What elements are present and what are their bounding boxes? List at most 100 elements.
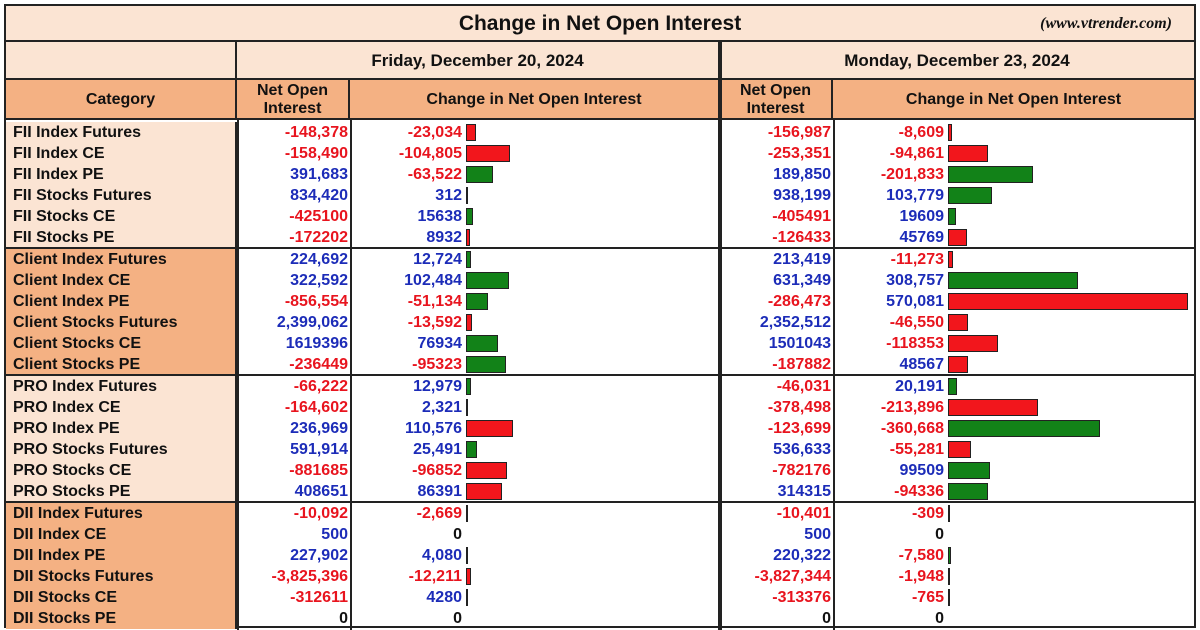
change-bar <box>948 293 1188 310</box>
category-label: FII Index Futures <box>6 122 237 143</box>
net-oi-value: -425100 <box>289 208 348 225</box>
change-bar <box>948 505 950 522</box>
table-row: Client Index Futures 224,692 12,724 213,419… <box>6 249 1194 270</box>
change-bar <box>948 229 968 246</box>
column-divider <box>833 120 835 630</box>
change-value: -23,034 <box>407 124 462 141</box>
change-value: -118353 <box>886 335 944 352</box>
table-row: PRO Stocks Futures 591,914 25,491 536,633 -5… <box>6 439 1194 460</box>
change-header-1: Change in Net Open Interest <box>350 80 720 120</box>
net-oi-value: 834,420 <box>290 187 348 204</box>
category-label: DII Stocks CE <box>6 587 237 608</box>
change-bar <box>948 568 950 585</box>
change-bar <box>466 208 473 225</box>
change-value: 76934 <box>417 335 463 352</box>
table-row: DII Stocks Futures -3,825,396 -12,211 -3,82… <box>6 566 1194 587</box>
net-oi-value: 213,419 <box>773 251 831 268</box>
net-oi-value: 0 <box>822 610 831 627</box>
net-oi-value: -3,825,396 <box>271 568 348 585</box>
change-value: -51,134 <box>407 293 462 310</box>
change-bar <box>948 335 998 352</box>
net-oi-value: -312611 <box>290 589 348 606</box>
change-bar <box>948 356 969 373</box>
table-row: DII Index PE 227,902 4,080 220,322 -7,580 <box>6 545 1194 566</box>
change-value: -46,550 <box>889 314 944 331</box>
table-row: Client Index PE -856,554 -51,134 -286,473 57… <box>6 291 1194 312</box>
net-oi-value: 322,592 <box>290 272 348 289</box>
change-bar <box>466 272 510 289</box>
net-oi-value: -46,031 <box>776 378 831 395</box>
net-oi-value: 314315 <box>777 483 831 500</box>
category-label: FII Index CE <box>6 143 237 164</box>
change-value: -94336 <box>894 483 944 500</box>
net-oi-header-1: Net Open Interest <box>237 80 350 120</box>
net-oi-value: 1619396 <box>285 335 348 352</box>
category-label: Client Index PE <box>6 291 237 312</box>
change-value: 45769 <box>899 229 945 246</box>
change-value: 4,080 <box>421 547 462 564</box>
net-oi-value: -236449 <box>289 356 348 373</box>
net-oi-value: -405491 <box>772 208 831 225</box>
change-value: -55,281 <box>889 441 944 458</box>
change-bar <box>948 251 953 268</box>
net-oi-value: -158,490 <box>284 145 348 162</box>
change-value: -309 <box>911 505 944 522</box>
net-oi-value: 500 <box>804 526 831 543</box>
table-row: FII Stocks PE -172202 8932 -126433 45769 <box>6 227 1194 248</box>
change-bar <box>466 462 507 479</box>
net-oi-value: -253,351 <box>767 145 831 162</box>
change-value: 570,081 <box>886 293 944 310</box>
change-bar <box>466 229 470 246</box>
category-label: PRO Index Futures <box>6 376 237 397</box>
net-oi-value: 236,969 <box>290 420 348 437</box>
net-oi-value: -123,699 <box>767 420 831 437</box>
net-oi-value: -10,092 <box>293 505 348 522</box>
net-oi-value: -148,378 <box>284 124 348 141</box>
net-oi-value: -126433 <box>772 229 831 246</box>
net-oi-value: -313376 <box>772 589 831 606</box>
change-value: 20,191 <box>895 378 944 395</box>
change-bar <box>466 420 513 437</box>
change-bar <box>466 145 511 162</box>
net-oi-value: 2,399,062 <box>276 314 348 331</box>
change-bar <box>466 589 468 606</box>
table-row: FII Index Futures -148,378 -23,034 -156,987… <box>6 122 1194 143</box>
change-bar <box>948 272 1078 289</box>
change-value: -8,609 <box>898 124 944 141</box>
change-value: -360,668 <box>880 420 944 437</box>
change-value: 312 <box>435 187 462 204</box>
table-row: Client Stocks CE 1619396 76934 1501043 -1183… <box>6 333 1194 354</box>
category-label: Client Stocks CE <box>6 333 237 354</box>
category-label: Client Index Futures <box>6 249 237 270</box>
oi-table: Change in Net Open Interest (www.vtrende… <box>4 4 1196 630</box>
change-bar <box>948 314 968 331</box>
net-oi-value: 2,352,512 <box>759 314 831 331</box>
table-row: PRO Index Futures -66,222 12,979 -46,031 20,… <box>6 376 1194 397</box>
category-label: PRO Index CE <box>6 397 237 418</box>
category-label: DII Stocks PE <box>6 608 237 629</box>
change-bar <box>948 441 972 458</box>
change-bar <box>466 356 507 373</box>
change-bar <box>466 378 472 395</box>
change-bar <box>948 145 988 162</box>
net-oi-value: -156,987 <box>767 124 831 141</box>
net-oi-value: 1501043 <box>768 335 831 352</box>
change-bar <box>466 314 472 331</box>
change-value: -11,273 <box>890 251 944 268</box>
change-value: -201,833 <box>880 166 944 183</box>
net-oi-value: 408651 <box>294 483 348 500</box>
category-label: Client Index CE <box>6 270 237 291</box>
change-bar <box>948 124 952 141</box>
site-credit: (www.vtrender.com) <box>1040 15 1172 32</box>
change-header-2: Change in Net Open Interest <box>833 80 1194 120</box>
net-oi-value: -881685 <box>289 462 348 479</box>
category-label: Client Stocks Futures <box>6 312 237 333</box>
category-label: FII Index PE <box>6 164 237 185</box>
net-oi-value: 631,349 <box>773 272 831 289</box>
category-label: PRO Index PE <box>6 418 237 439</box>
change-value: 12,979 <box>413 378 462 395</box>
net-oi-value: -187882 <box>772 356 831 373</box>
change-bar <box>948 166 1033 183</box>
change-bar <box>466 441 477 458</box>
group-divider <box>6 374 1194 376</box>
